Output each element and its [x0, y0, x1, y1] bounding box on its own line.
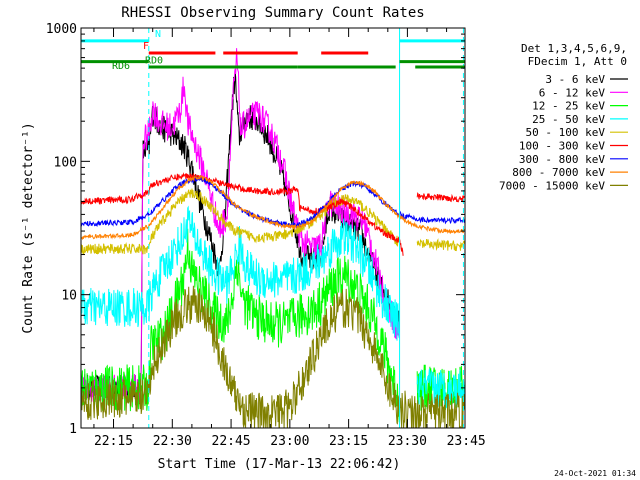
chart-title: RHESSI Observing Summary Count Rates	[121, 5, 424, 21]
plot-frame	[80, 27, 466, 429]
x-tick-label-2: 22:45	[212, 434, 251, 449]
y-tick-label-0: 1	[69, 422, 77, 437]
legend-label-0: 3 - 6 keV	[545, 73, 605, 86]
x-tick-label-0: 22:15	[94, 434, 133, 449]
legend-header-line-2: FDecim 1, Att 0	[528, 55, 627, 68]
flag-label-f: F	[143, 41, 149, 52]
legend-label-3: 25 - 50 keV	[532, 113, 605, 126]
legend-label-2: 12 - 25 keV	[532, 100, 605, 113]
flag-label-rd6: RD6	[112, 61, 130, 72]
series-line-7	[81, 174, 465, 241]
x-tick-label-1: 22:30	[153, 434, 192, 449]
y-axis-label: Count Rate (s⁻¹ detector⁻¹)	[21, 122, 36, 333]
flag-label-rd0: RD0	[145, 56, 163, 67]
axes: NF RD0 RD6 22:15 22:30 22:45 23:00 23:15 23:30 23…	[46, 22, 486, 449]
legend-label-4: 50 - 100 keV	[526, 126, 606, 139]
y-tick-label-1: 10	[61, 289, 77, 304]
x-tick-label-5: 23:30	[388, 434, 427, 449]
legend-label-5: 100 - 300 keV	[519, 140, 605, 153]
flag-label-n: N	[155, 29, 161, 40]
series-line-4	[81, 188, 465, 255]
series-line-8	[81, 285, 465, 428]
legend-header-line-1: Det 1,3,4,5,6,9,	[521, 42, 627, 55]
series-line-3	[81, 205, 465, 409]
legend-label-8: 7000 - 15000 keV	[499, 179, 605, 192]
legend-label-6: 300 - 800 keV	[519, 153, 605, 166]
x-axis-label: Start Time (17-Mar-13 22:06:42)	[158, 457, 401, 472]
legend: Det 1,3,4,5,6,9, FDecim 1, Att 0 3 - 6 k…	[499, 42, 628, 192]
plot-area	[81, 28, 465, 428]
legend-label-1: 6 - 12 keV	[539, 86, 606, 99]
y-tick-label-2: 100	[54, 155, 77, 170]
legend-label-7: 800 - 7000 keV	[512, 166, 605, 179]
series-line-5	[81, 172, 465, 256]
y-tick-label-3: 1000	[46, 22, 77, 37]
timestamp: 24-Oct-2021 01:34	[554, 469, 636, 478]
x-tick-label-3: 23:00	[270, 434, 309, 449]
x-tick-label-6: 23:45	[447, 434, 486, 449]
x-tick-label-4: 23:15	[329, 434, 368, 449]
